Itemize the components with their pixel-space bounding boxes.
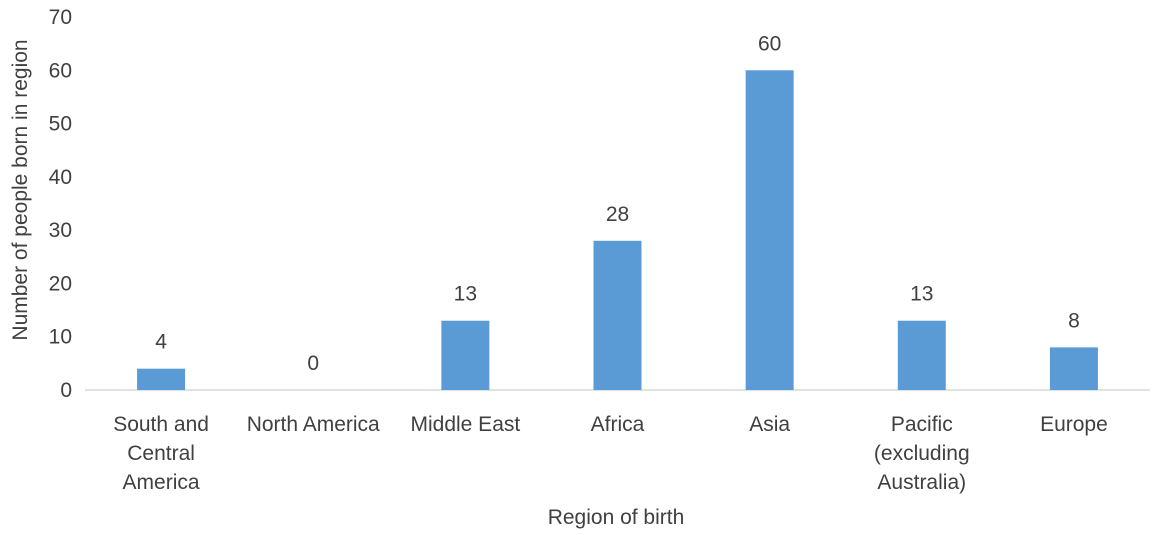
y-axis-ticks: 0 10 20 30 40 50 60 70: [49, 6, 72, 402]
data-label: 60: [758, 32, 781, 55]
x-axis-category-labels: South and Central America North America Midd…: [113, 413, 1108, 494]
bar: [897, 320, 946, 390]
y-tick-label: 40: [49, 166, 72, 189]
data-label: 8: [1068, 309, 1080, 332]
bar: [593, 240, 642, 390]
bar: [137, 368, 186, 390]
data-label: 4: [155, 331, 167, 354]
y-tick-label: 10: [49, 326, 72, 349]
x-tick-label: Pacific (excluding Australia): [874, 413, 970, 494]
data-label: 13: [454, 283, 477, 306]
x-tick-label: South and Central America: [113, 413, 209, 494]
data-label: 0: [307, 352, 319, 375]
y-tick-label: 0: [60, 379, 72, 402]
bar: [441, 320, 490, 390]
y-tick-label: 70: [49, 6, 72, 29]
bar: [1049, 347, 1098, 390]
x-tick-label: Middle East: [410, 413, 520, 436]
bars: [137, 70, 1098, 391]
x-tick-label: North America: [247, 413, 380, 436]
data-labels: 4 0 13 28 60 13 8: [155, 32, 1080, 375]
y-tick-label: 20: [49, 272, 72, 295]
y-axis-title: Number of people born in region: [9, 39, 32, 340]
x-tick-label: Asia: [749, 413, 790, 436]
y-tick-label: 60: [49, 59, 72, 82]
data-label: 28: [606, 203, 629, 226]
x-axis-title: Region of birth: [548, 506, 685, 529]
data-label: 13: [910, 283, 933, 306]
bar: [745, 70, 794, 391]
x-tick-label: Europe: [1040, 413, 1108, 436]
x-tick-label: Africa: [591, 413, 645, 436]
y-tick-label: 50: [49, 113, 72, 136]
y-tick-label: 30: [49, 219, 72, 242]
